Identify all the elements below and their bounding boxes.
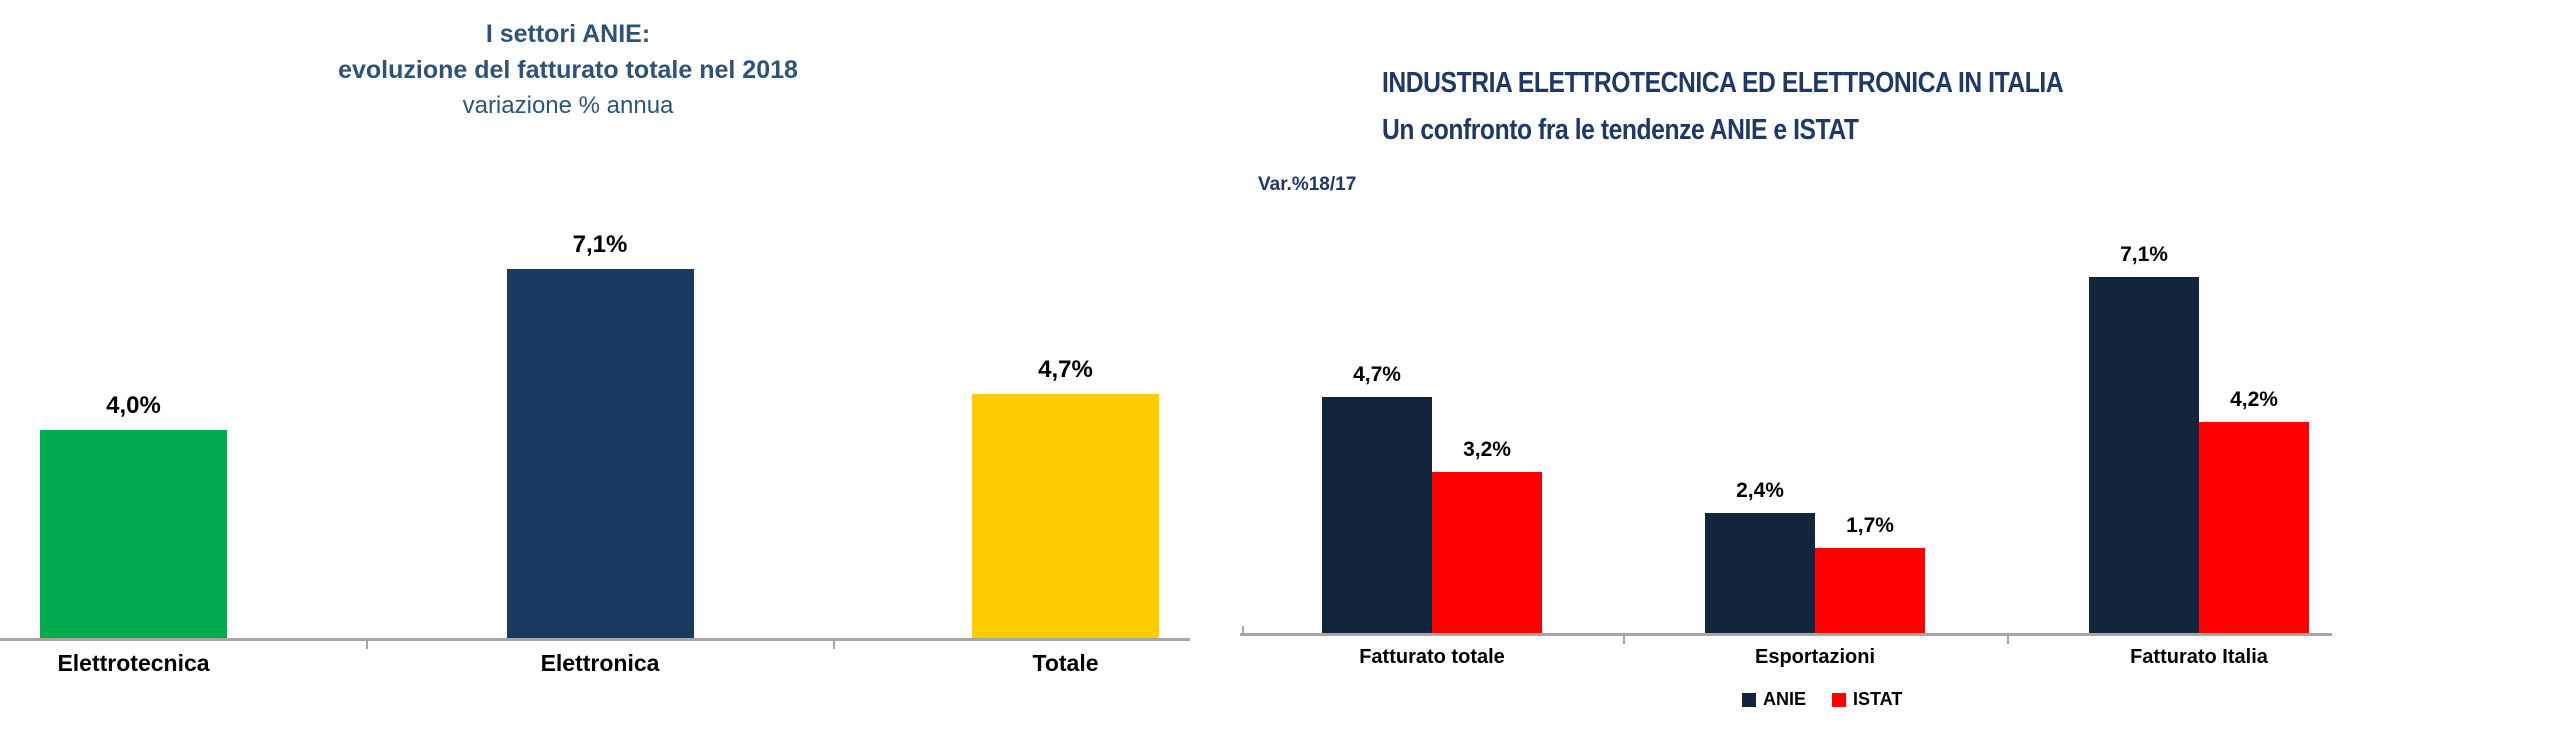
value-label-anie-fatturato-totale: 4,7% (1353, 363, 1401, 386)
value-label-anie-fatturato-italia: 7,1% (2120, 243, 2168, 266)
bar-anie-fatturato-italia (2089, 277, 2199, 633)
category-label-fatturato-totale: Fatturato totale (1359, 646, 1505, 668)
value-label-elettronica: 7,1% (572, 231, 628, 258)
value-label-elettrotecnica: 4,0% (106, 392, 161, 419)
right-chart-axis-note: Var.%18/17 (1258, 174, 1357, 195)
left-chart-title: I settori ANIE: evoluzione del fatturato… (168, 16, 968, 124)
axis-tick (1242, 626, 1244, 633)
category-label-fatturato-italia: Fatturato Italia (2130, 646, 2268, 668)
value-label-istat-esportazioni: 1,7% (1846, 514, 1894, 537)
left-chart-subtitle: variazione % annua (462, 92, 674, 119)
category-label-esportazioni: Esportazioni (1754, 646, 1875, 668)
bar-elettronica (506, 269, 694, 638)
bar-totale (972, 394, 1159, 638)
x-axis-line (0, 638, 1190, 641)
value-label-istat-fatturato-totale: 3,2% (1463, 438, 1511, 461)
value-label-anie-esportazioni: 2,4% (1736, 479, 1784, 502)
bar-istat-esportazioni (1815, 548, 1925, 633)
right-chart-title-line-1: INDUSTRIA ELETTROTECNICA ED ELETTRONICA … (1382, 67, 2064, 99)
value-label-istat-fatturato-italia: 4,2% (2230, 388, 2278, 411)
bar-anie-fatturato-totale (1322, 397, 1432, 633)
bar-istat-fatturato-italia (2199, 422, 2309, 633)
bar-elettrotecnica (40, 430, 227, 638)
value-label-totale: 4,7% (1038, 356, 1093, 383)
bar-anie-esportazioni (1705, 513, 1815, 633)
bar-istat-fatturato-totale (1432, 472, 1542, 633)
istat-legend-label: ISTAT (1853, 689, 1903, 709)
right-chart-title-line-2: Un confronto fra le tendenze ANIE e ISTA… (1382, 114, 1859, 146)
category-label-elettrotecnica: Elettrotecnica (57, 650, 210, 676)
right-chart-title: INDUSTRIA ELETTROTECNICA ED ELETTRONICA … (1382, 60, 2064, 154)
category-label-elettronica: Elettronica (540, 650, 660, 676)
anie-legend-swatch (1742, 692, 1756, 707)
category-label-totale: Totale (1032, 650, 1099, 676)
axis-tick (1623, 636, 1625, 644)
legend-item-anie: ANIE (1742, 689, 1806, 710)
left-chart-title-line-1: I settori ANIE: (485, 20, 651, 48)
axis-tick (833, 641, 835, 649)
x-axis-line (1240, 633, 2332, 636)
left-chart-title-line-2: evoluzione del fatturato totale nel 2018 (338, 56, 798, 84)
axis-tick (366, 641, 368, 649)
anie-legend-label: ANIE (1763, 689, 1807, 709)
istat-legend-swatch (1832, 692, 1847, 707)
legend-item-istat: ISTAT (1832, 689, 1902, 710)
axis-tick (2007, 636, 2009, 644)
legend: ANIE ISTAT (1742, 689, 1902, 710)
